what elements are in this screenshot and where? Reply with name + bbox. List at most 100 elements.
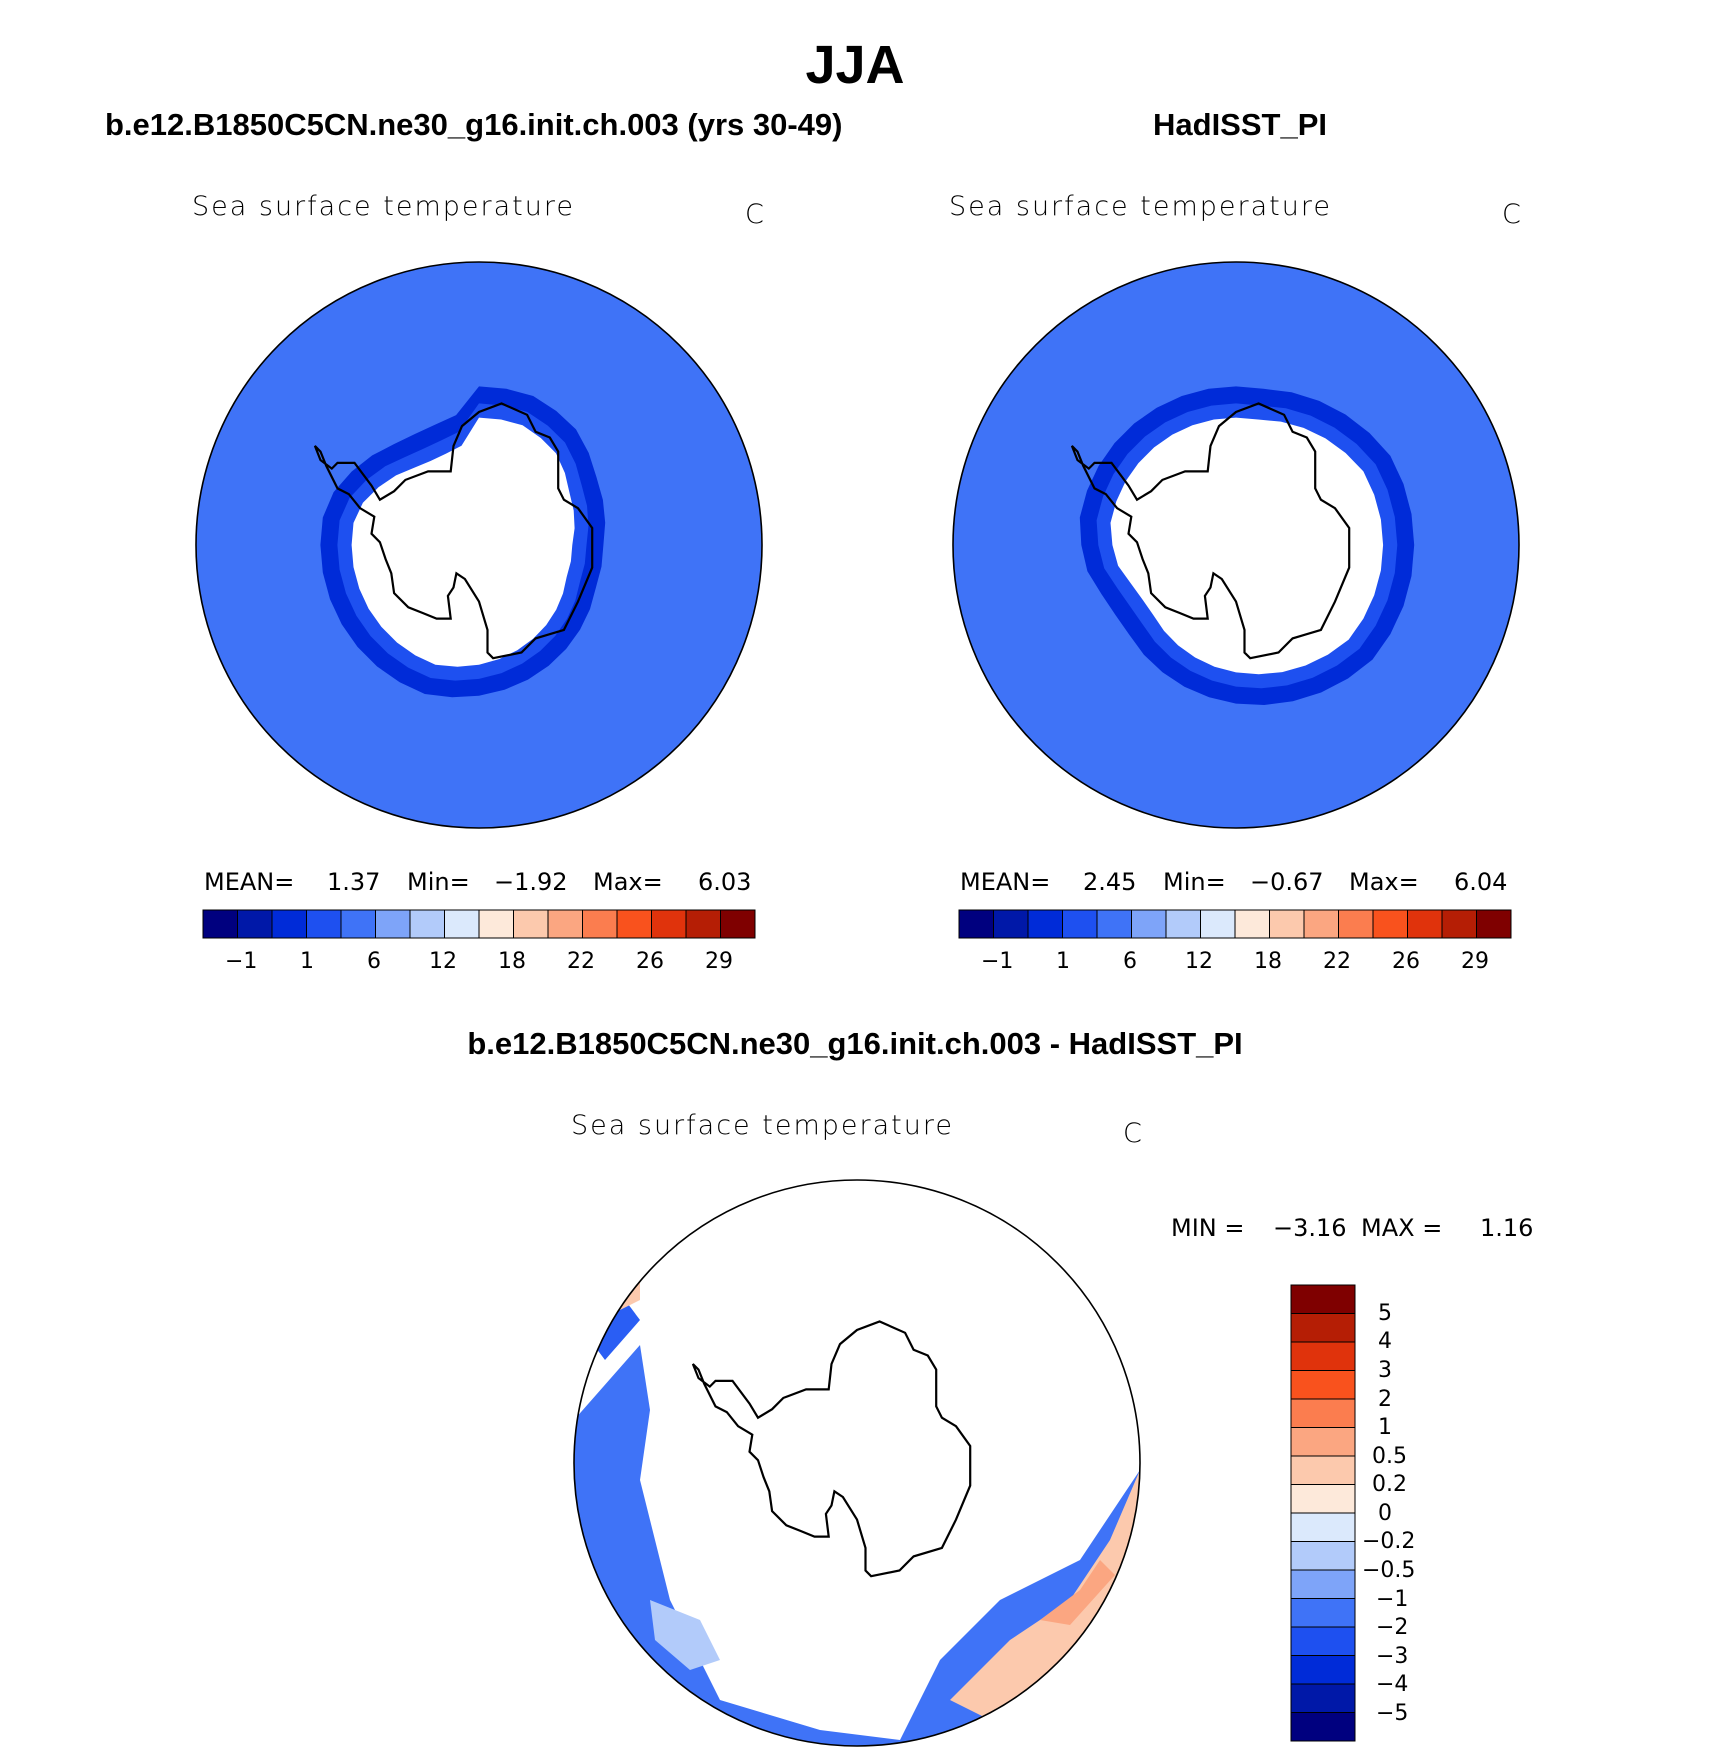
p1-map — [195, 261, 763, 829]
colorbar-box — [1407, 909, 1443, 939]
colorbar-box — [1290, 1626, 1356, 1656]
p1-min-value: −1.92 — [494, 868, 568, 896]
p2-mean-value: 2.45 — [1083, 868, 1137, 896]
p1-antarctica-coastline — [313, 402, 594, 660]
colorbar-box — [340, 909, 376, 939]
panel-title-obs: HadISST_PI — [1153, 107, 1327, 142]
p1-mean-label: MEAN= — [204, 868, 295, 896]
p1-max-label: Max= — [593, 868, 663, 896]
p2-colorbar — [958, 909, 1512, 939]
p3-tick: 0 — [1378, 1501, 1392, 1526]
p3-tick: −0.5 — [1362, 1558, 1416, 1583]
p2-map — [952, 261, 1520, 829]
p1-tick: 6 — [367, 949, 381, 974]
colorbar-box — [1290, 1398, 1356, 1428]
colorbar-box — [1131, 909, 1167, 939]
p1-min-label: Min= — [407, 868, 470, 896]
p1-units: C — [745, 199, 766, 230]
p2-ocean-fill — [953, 262, 1519, 828]
p2-mean-label: MEAN= — [960, 868, 1051, 896]
p3-weak-anomaly — [650, 1600, 720, 1670]
p3-units: C — [1123, 1118, 1144, 1149]
p3-min-value: −3.16 — [1273, 1214, 1347, 1242]
colorbar-box — [958, 909, 994, 939]
colorbar-box — [237, 909, 273, 939]
p1-tick: 22 — [567, 949, 595, 974]
panel-title-model: b.e12.B1850C5CN.ne30_g16.init.ch.003 (yr… — [105, 107, 843, 142]
ocean-band-2 — [953, 262, 1519, 828]
p3-tick: 2 — [1378, 1387, 1392, 1412]
p3-variable-title: Sea surface temperature — [571, 1110, 954, 1141]
p2-tick: 26 — [1392, 949, 1420, 974]
colorbar-box — [616, 909, 652, 939]
p2-tick: 1 — [1056, 949, 1070, 974]
p2-min-value: −0.67 — [1250, 868, 1324, 896]
p2-tick: 22 — [1323, 949, 1351, 974]
p3-tick: −5 — [1376, 1701, 1409, 1726]
colorbar-box — [444, 909, 480, 939]
p3-antarctica-coastline — [691, 1320, 972, 1578]
p3-tick: −2 — [1376, 1615, 1409, 1640]
p3-min-label: MIN = — [1171, 1214, 1245, 1242]
p2-tick: 12 — [1185, 949, 1213, 974]
figure-title: JJA — [805, 35, 905, 95]
p2-min-label: Min= — [1163, 868, 1226, 896]
p3-positive-anomaly-east — [950, 1470, 1140, 1720]
panel-title-diff: b.e12.B1850C5CN.ne30_g16.init.ch.003 - H… — [467, 1026, 1243, 1061]
colorbar-box — [1290, 1284, 1356, 1314]
colorbar-box — [685, 909, 721, 939]
p3-map-border — [573, 1179, 1141, 1747]
colorbar-box — [1441, 909, 1477, 939]
colorbar-box — [1290, 1712, 1356, 1742]
p3-positive-anomaly-core — [1040, 1560, 1115, 1625]
colorbar-box — [651, 909, 687, 939]
p2-units: C — [1502, 199, 1523, 230]
p3-tick: 4 — [1378, 1329, 1392, 1354]
p1-tick: 1 — [300, 949, 314, 974]
colorbar-box — [1290, 1512, 1356, 1542]
colorbar-box — [1476, 909, 1512, 939]
colorbar-box — [1269, 909, 1305, 939]
colorbar-box — [1290, 1569, 1356, 1599]
colorbar-box — [1372, 909, 1408, 939]
p3-tick: 0.2 — [1372, 1472, 1407, 1497]
p2-tick: 18 — [1254, 949, 1282, 974]
p1-tick: −1 — [225, 949, 258, 974]
ocean-band-2 — [196, 262, 762, 828]
colorbar-box — [1290, 1370, 1356, 1400]
p3-map — [573, 1179, 1141, 1747]
colorbar-box — [478, 909, 514, 939]
colorbar-box — [1290, 1455, 1356, 1485]
colorbar-box — [1062, 909, 1098, 939]
colorbar-box — [1290, 1598, 1356, 1628]
colorbar-box — [1234, 909, 1270, 939]
colorbar-box — [1290, 1341, 1356, 1371]
colorbar-box — [1290, 1683, 1356, 1713]
p3-negative-anomaly-strong — [590, 1300, 640, 1360]
p3-tick: 5 — [1378, 1301, 1392, 1326]
colorbar-box — [1290, 1655, 1356, 1685]
colorbar-box — [720, 909, 756, 939]
colorbar-box — [547, 909, 583, 939]
p2-max-label: Max= — [1349, 868, 1419, 896]
p2-max-value: 6.04 — [1454, 868, 1508, 896]
p3-colorbar — [1290, 1284, 1356, 1742]
colorbar-box — [1290, 1484, 1356, 1514]
p1-mean-value: 1.37 — [327, 868, 381, 896]
p1-tick: 12 — [429, 949, 457, 974]
colorbar-box — [1290, 1313, 1356, 1343]
p2-tick: 6 — [1123, 949, 1137, 974]
p3-tick: 1 — [1378, 1415, 1392, 1440]
colorbar-box — [1096, 909, 1132, 939]
p1-tick: 29 — [705, 949, 733, 974]
p1-map-border — [195, 261, 763, 829]
p2-variable-title: Sea surface temperature — [949, 191, 1332, 222]
colorbar-box — [1303, 909, 1339, 939]
p3-tick: −4 — [1376, 1672, 1409, 1697]
colorbar-box — [1290, 1541, 1356, 1571]
colorbar-box — [409, 909, 445, 939]
colorbar-box — [513, 909, 549, 939]
p2-antarctica-coastline — [1070, 402, 1351, 660]
p2-tick: −1 — [981, 949, 1014, 974]
